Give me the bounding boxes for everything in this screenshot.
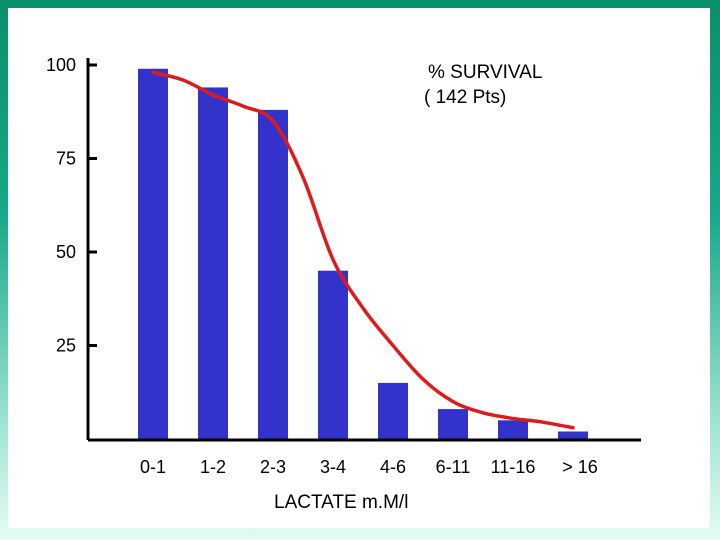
bar-0-1 bbox=[138, 68, 168, 440]
bars-group bbox=[138, 68, 588, 440]
x-label-8: > 16 bbox=[562, 457, 598, 477]
bar-16 bbox=[558, 431, 588, 439]
bar-6-11 bbox=[438, 409, 468, 439]
x-label-4: 3-4 bbox=[320, 457, 346, 477]
y-tick-label-100: 100 bbox=[46, 55, 76, 75]
x-label-7: 11-16 bbox=[491, 457, 536, 477]
bar-2-3 bbox=[258, 109, 288, 439]
x-label-3: 2-3 bbox=[260, 457, 286, 477]
x-label-1: 0-1 bbox=[140, 457, 166, 477]
slide-background: 25 50 75 100 0-1 1-2 2-3 3-4 4-6 6-11 11-16 > 16 %… bbox=[8, 8, 710, 528]
x-label-5: 4-6 bbox=[380, 457, 406, 477]
y-tick-label-25: 25 bbox=[56, 336, 76, 356]
bar-3-4 bbox=[318, 270, 348, 439]
bar-4-6 bbox=[378, 382, 408, 439]
y-tick-label-50: 50 bbox=[56, 242, 76, 262]
x-label-2: 1-2 bbox=[200, 457, 226, 477]
survival-lactate-chart: 25 50 75 100 0-1 1-2 2-3 3-4 4-6 6-11 11-16 > 16 %… bbox=[46, 55, 641, 513]
survival-curve bbox=[151, 70, 575, 430]
x-axis-title: LACTATE m.M/l bbox=[274, 492, 408, 513]
bar-1-2 bbox=[198, 87, 228, 439]
bar-11-16 bbox=[498, 420, 528, 439]
y-ticks-group: 25 50 75 100 bbox=[46, 55, 97, 356]
legend-line-1: % SURVIVAL bbox=[428, 62, 542, 83]
y-tick-label-75: 75 bbox=[56, 149, 76, 169]
x-labels-group: 0-1 1-2 2-3 3-4 4-6 6-11 11-16 > 16 bbox=[140, 457, 598, 477]
x-label-6: 6-11 bbox=[436, 457, 471, 477]
legend-line-2: ( 142 Pts) bbox=[424, 87, 506, 108]
